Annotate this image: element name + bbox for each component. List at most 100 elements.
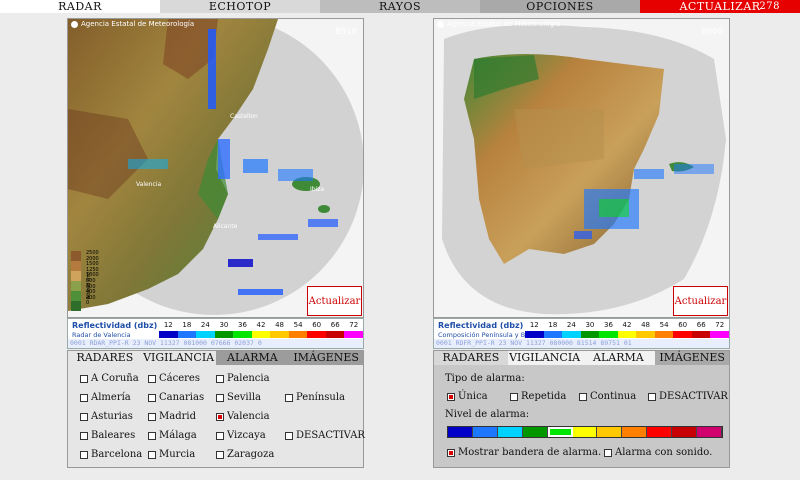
checkbox[interactable]	[148, 412, 156, 421]
checkbox[interactable]	[285, 393, 293, 402]
radar-label: Asturias	[91, 411, 133, 422]
radar-label: Baleares	[91, 430, 136, 441]
checkbox[interactable]	[148, 450, 156, 459]
tab-vigilancia[interactable]: VIGILANCIA	[507, 351, 582, 365]
checkbox[interactable]	[216, 412, 224, 421]
menu-actualizar[interactable]: ACTUALIZAR 278	[640, 0, 800, 13]
alarm-level-swatch[interactable]	[622, 427, 648, 437]
aemet-label: Agencia Estatal de Meteorología	[81, 20, 195, 28]
legend-value: 18	[548, 321, 558, 329]
alarm-level-swatch[interactable]	[522, 427, 548, 437]
alarm-level-swatch[interactable]	[497, 427, 523, 437]
update-button[interactable]: Actualizar	[307, 286, 362, 316]
legend-value: 66	[330, 321, 340, 329]
checkbox[interactable]	[510, 392, 518, 401]
alarm-level-swatch[interactable]	[448, 427, 473, 437]
alarm-level-swatch[interactable]	[672, 427, 698, 437]
radar-option[interactable]: Zaragoza	[216, 449, 274, 460]
sound-option[interactable]: Alarma con sonido.	[604, 447, 712, 458]
alarm-type-option[interactable]: Repetida	[510, 391, 566, 402]
radar-label: Península	[296, 392, 346, 403]
checkbox[interactable]	[285, 431, 293, 440]
tab-radares[interactable]: RADARES	[434, 351, 508, 365]
legend-value: 36	[604, 321, 613, 329]
checkbox[interactable]	[604, 448, 612, 457]
radar-option[interactable]: Asturias	[80, 411, 133, 422]
checkbox[interactable]	[447, 448, 455, 457]
reflectivity-legend: Reflectividad (dbz) Radar de Valencia 12…	[67, 318, 364, 349]
radar-label: Málaga	[159, 430, 197, 441]
radar-option[interactable]: DESACTIVAR	[285, 430, 365, 441]
legend-value: 66	[696, 321, 706, 329]
checkbox[interactable]	[216, 393, 224, 402]
alarm-type-option[interactable]: DESACTIVAR	[648, 391, 728, 402]
radar-option[interactable]: Sevilla	[216, 392, 261, 403]
legend-value: 72	[715, 321, 725, 329]
checkbox[interactable]	[447, 392, 455, 401]
radar-option[interactable]: Valencia	[216, 411, 270, 422]
checkbox[interactable]	[80, 412, 88, 421]
radar-option[interactable]: Canarias	[148, 392, 204, 403]
update-button[interactable]: Actualizar	[673, 286, 728, 316]
aemet-logo: Agencia Estatal de Meteorología	[71, 20, 194, 28]
checkbox[interactable]	[148, 431, 156, 440]
radar-option[interactable]: Península	[285, 392, 345, 403]
menu-radar[interactable]: RADAR	[0, 0, 160, 13]
tab-radares[interactable]: RADARES	[68, 351, 142, 365]
tab-vigilancia[interactable]: VIGILANCIA	[141, 351, 216, 365]
checkbox[interactable]	[80, 374, 88, 383]
radar-option[interactable]: Baleares	[80, 430, 135, 441]
alarm-level-swatch[interactable]	[547, 427, 573, 437]
radar-option[interactable]: Barcelona	[80, 449, 142, 460]
alarm-level-selector[interactable]	[447, 426, 723, 438]
radar-option[interactable]: Almería	[80, 392, 131, 403]
alarm-level-swatch[interactable]	[647, 427, 673, 437]
show-flag-option[interactable]: Mostrar bandera de alarma.	[447, 447, 601, 458]
option-label: Alarma con sonido.	[615, 447, 713, 458]
checkbox[interactable]	[648, 392, 656, 401]
alarm-level-swatch[interactable]	[472, 427, 498, 437]
radar-option[interactable]: Vizcaya	[216, 430, 266, 441]
altitude-tick: 1000	[86, 272, 99, 279]
checkbox[interactable]	[216, 450, 224, 459]
checkbox[interactable]	[216, 431, 224, 440]
checkbox[interactable]	[148, 374, 156, 383]
color-swatch	[580, 331, 600, 338]
checkbox[interactable]	[148, 393, 156, 402]
tab-imagenes[interactable]: IMÁGENES	[289, 351, 363, 365]
color-swatch	[691, 331, 711, 338]
altitude-tick: 400	[86, 289, 96, 296]
legend-footer: 0001 RDAR_PPI-R 23 NOV 11327 081000 0766…	[68, 339, 363, 348]
checkbox[interactable]	[80, 393, 88, 402]
radar-option[interactable]: Málaga	[148, 430, 197, 441]
radar-option[interactable]: Murcia	[148, 449, 195, 460]
radar-option[interactable]: Palencia	[216, 373, 270, 384]
checkbox[interactable]	[216, 374, 224, 383]
radar-label: Madrid	[159, 411, 196, 422]
composite-time: 0900	[701, 27, 723, 37]
altitude-tick: 2000	[86, 255, 99, 262]
radar-option[interactable]: A Coruña	[80, 373, 139, 384]
menu-echotop[interactable]: ECHOTOP	[160, 0, 320, 13]
tab-alarma[interactable]: ALARMA	[581, 351, 656, 365]
checkbox[interactable]	[579, 392, 587, 401]
menu-opciones[interactable]: OPCIONES	[480, 0, 640, 13]
legend-value: 30	[585, 321, 595, 329]
radar-label: Barcelona	[91, 449, 143, 460]
option-label: Continua	[590, 391, 637, 402]
alarm-level-swatch[interactable]	[697, 427, 722, 437]
radar-option[interactable]: Cáceres	[148, 373, 200, 384]
checkbox[interactable]	[80, 450, 88, 459]
tab-alarma[interactable]: ALARMA	[215, 351, 290, 365]
checkbox[interactable]	[80, 431, 88, 440]
alarm-level-swatch[interactable]	[572, 427, 598, 437]
radar-option[interactable]: Madrid	[148, 411, 196, 422]
color-swatch	[325, 331, 345, 338]
alarm-type-option[interactable]: Única	[447, 391, 488, 402]
color-swatch	[270, 331, 289, 338]
menu-rayos[interactable]: RAYOS	[320, 0, 480, 13]
alarm-level-swatch[interactable]	[597, 427, 623, 437]
legend-values: 12 18 24 30 36 42 48 54 60 66 72	[525, 321, 729, 329]
alarm-type-option[interactable]: Continua	[579, 391, 636, 402]
tab-imagenes[interactable]: IMÁGENES	[655, 351, 729, 365]
